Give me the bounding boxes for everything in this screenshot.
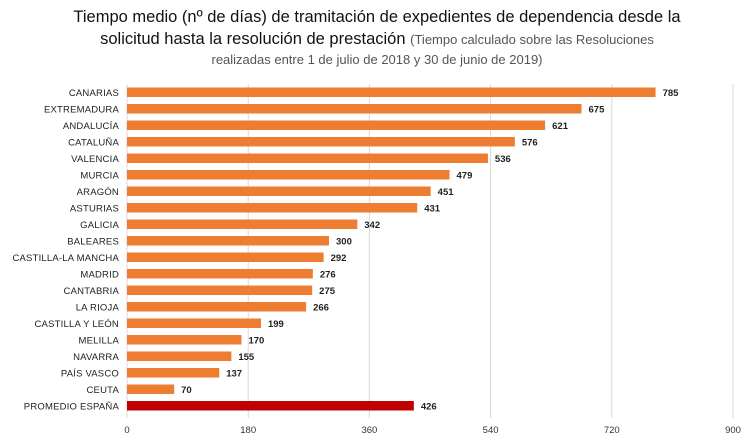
data-label: 300: [336, 236, 352, 247]
data-label: 536: [495, 154, 511, 165]
bar: [127, 384, 175, 394]
bar: [127, 285, 313, 295]
data-label: 70: [181, 385, 192, 396]
title-subtitle: (Tiempo calculado sobre las Resoluciones: [410, 32, 654, 47]
title-subtitle-line-2: realizadas entre 1 de julio de 2018 y 30…: [211, 52, 543, 67]
data-label: 342: [364, 220, 380, 231]
bar: [127, 219, 358, 229]
bar: [127, 153, 488, 163]
data-label: 785: [663, 88, 680, 99]
bar: [127, 186, 431, 196]
bar: [127, 252, 324, 262]
data-label: 675: [589, 104, 606, 115]
data-label: 199: [268, 319, 284, 330]
category-label: PAÍS VASCO: [61, 368, 119, 379]
category-label: ANDALUCÍA: [63, 121, 120, 132]
x-tick-label: 360: [361, 425, 377, 436]
x-tick-label: 0: [124, 425, 129, 436]
category-label: CATALUÑA: [68, 137, 119, 148]
data-label: 576: [522, 137, 538, 148]
bar: [127, 368, 220, 378]
bar: [127, 302, 307, 312]
category-label: VALENCIA: [71, 154, 119, 165]
x-tick-label: 180: [240, 425, 256, 436]
x-tick-label: 720: [604, 425, 620, 436]
data-label: 292: [331, 253, 347, 264]
bar: [127, 318, 261, 328]
bar: [127, 203, 418, 213]
bar: [127, 269, 313, 279]
x-tick-label: 540: [483, 425, 499, 436]
data-label: 451: [438, 187, 455, 198]
category-label: CEUTA: [87, 385, 120, 396]
data-label: 426: [421, 401, 437, 412]
chart-title: Tiempo medio (nº de días) de tramitación…: [0, 6, 754, 69]
category-label: PROMEDIO ESPAÑA: [24, 401, 120, 412]
data-label: 155: [238, 352, 255, 363]
category-label: MADRID: [80, 269, 119, 280]
title-line-1: Tiempo medio (nº de días) de tramitación…: [73, 8, 681, 26]
category-label: BALEARES: [67, 236, 119, 247]
data-label: 276: [320, 269, 336, 280]
bar: [127, 351, 232, 361]
data-label: 137: [226, 368, 242, 379]
bar: [127, 137, 515, 147]
bar: [127, 120, 546, 130]
category-label: LA RIOJA: [76, 302, 120, 313]
category-label: GALICIA: [80, 220, 119, 231]
category-label: MURCIA: [80, 170, 119, 181]
data-label: 479: [457, 170, 473, 181]
data-label: 266: [313, 302, 329, 313]
bar: [127, 104, 582, 114]
category-label: ARAGÓN: [77, 187, 119, 198]
data-label: 431: [424, 203, 441, 214]
category-label: EXTREMADURA: [44, 104, 120, 115]
category-label: NAVARRA: [73, 352, 119, 363]
bar: [127, 236, 329, 246]
category-label: CASTILLA-LA MANCHA: [12, 253, 119, 264]
category-label: CANARIAS: [69, 88, 119, 99]
bar: [127, 401, 414, 411]
category-label: CANTABRIA: [64, 286, 120, 297]
category-label: MELILLA: [79, 335, 120, 346]
bar: [127, 335, 242, 345]
title-line-2: solicitud hasta la resolución de prestac…: [100, 30, 406, 48]
data-label: 170: [248, 335, 264, 346]
bar: [127, 87, 656, 97]
data-label: 275: [319, 286, 336, 297]
bar: [127, 170, 450, 180]
category-label: CASTILLA Y LEÓN: [35, 319, 120, 330]
x-tick-label: 900: [725, 425, 741, 436]
category-label: ASTURIAS: [70, 203, 119, 214]
data-label: 621: [552, 121, 569, 132]
